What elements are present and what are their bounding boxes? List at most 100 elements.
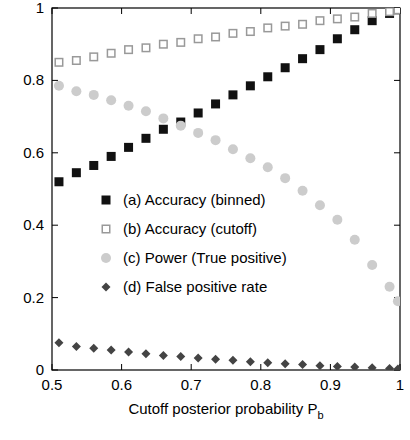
point xyxy=(141,349,150,358)
x-tick xyxy=(260,8,261,14)
point xyxy=(176,352,185,361)
point xyxy=(141,106,151,116)
y-tick xyxy=(52,152,58,153)
point xyxy=(89,90,99,100)
point xyxy=(298,360,307,369)
point xyxy=(106,95,116,105)
y-tick xyxy=(52,225,58,226)
point xyxy=(228,144,238,154)
x-tick xyxy=(330,8,331,14)
point xyxy=(367,260,377,270)
point xyxy=(107,346,116,355)
point xyxy=(281,359,290,368)
point xyxy=(298,54,307,63)
legend-label: (c) Power (True positive) xyxy=(123,249,287,266)
x-tick-label: 0.8 xyxy=(250,376,271,393)
point xyxy=(334,15,342,23)
y-tick xyxy=(394,80,400,81)
x-axis-label: Cutoff posterior probability Pb xyxy=(128,400,323,421)
point xyxy=(264,24,272,32)
point xyxy=(193,128,203,138)
y-tick-label: 0.4 xyxy=(23,216,44,233)
point xyxy=(107,50,115,58)
plot-frame xyxy=(52,8,400,370)
x-tick-label: 0.9 xyxy=(320,376,341,393)
point xyxy=(350,235,360,245)
y-tick xyxy=(394,225,400,226)
point xyxy=(263,72,272,81)
series xyxy=(54,8,400,186)
x-tick xyxy=(191,8,192,14)
point xyxy=(177,39,185,47)
point xyxy=(141,134,150,143)
legend-label: (b) Accuracy (cutoff) xyxy=(123,220,257,237)
point xyxy=(394,8,400,14)
chart: 0.50.60.70.80.9100.20.40.60.81Cutoff pos… xyxy=(0,0,410,440)
legend-marker xyxy=(102,196,111,205)
point xyxy=(54,177,63,186)
legend-marker xyxy=(102,283,111,292)
point xyxy=(315,45,324,54)
y-tick-label: 0.8 xyxy=(23,71,44,88)
legend-marker xyxy=(101,253,111,263)
point xyxy=(246,81,255,90)
point xyxy=(263,358,272,367)
x-tick-label: 0.7 xyxy=(181,376,202,393)
point xyxy=(393,364,400,370)
point xyxy=(90,53,98,61)
point xyxy=(368,363,377,370)
point xyxy=(124,143,133,152)
x-tick-label: 1 xyxy=(396,376,404,393)
point xyxy=(158,113,168,123)
point xyxy=(211,355,220,364)
point xyxy=(368,10,376,18)
point xyxy=(194,108,203,117)
point xyxy=(89,161,98,170)
legend-label: (a) Accuracy (binned) xyxy=(123,191,266,208)
point xyxy=(71,86,81,96)
point xyxy=(393,8,400,14)
point xyxy=(386,8,394,15)
point xyxy=(142,44,150,52)
legend: (a) Accuracy (binned) (b) Accuracy (cutof… xyxy=(101,191,287,295)
point xyxy=(229,30,237,38)
point xyxy=(89,344,98,353)
y-tick xyxy=(394,152,400,153)
point xyxy=(299,21,307,29)
point xyxy=(351,13,359,20)
x-tick xyxy=(121,8,122,14)
x-tick xyxy=(52,8,53,14)
point xyxy=(211,99,220,108)
series xyxy=(54,81,400,306)
point xyxy=(316,17,324,25)
y-tick xyxy=(52,80,58,81)
point xyxy=(194,354,203,363)
x-tick-label: 0.6 xyxy=(111,376,132,393)
point xyxy=(107,152,116,161)
y-tick-label: 0.6 xyxy=(23,144,44,161)
point xyxy=(393,296,400,306)
point xyxy=(315,200,325,210)
point xyxy=(263,162,273,172)
y-tick xyxy=(52,8,58,9)
point xyxy=(124,101,134,111)
point xyxy=(333,362,342,370)
point xyxy=(228,356,237,365)
point xyxy=(245,153,255,163)
point xyxy=(333,34,342,43)
point xyxy=(385,364,394,370)
y-tick xyxy=(52,370,58,371)
x-tick xyxy=(260,364,261,370)
point xyxy=(211,135,221,145)
point xyxy=(54,338,63,347)
point xyxy=(176,121,186,131)
x-tick-label: 0.5 xyxy=(42,376,63,393)
legend-marker xyxy=(102,225,110,233)
point xyxy=(281,22,289,30)
point xyxy=(194,35,202,43)
x-tick xyxy=(121,364,122,370)
point xyxy=(350,25,359,34)
y-tick xyxy=(52,297,58,298)
y-tick-label: 1 xyxy=(36,0,44,16)
series xyxy=(54,338,400,370)
